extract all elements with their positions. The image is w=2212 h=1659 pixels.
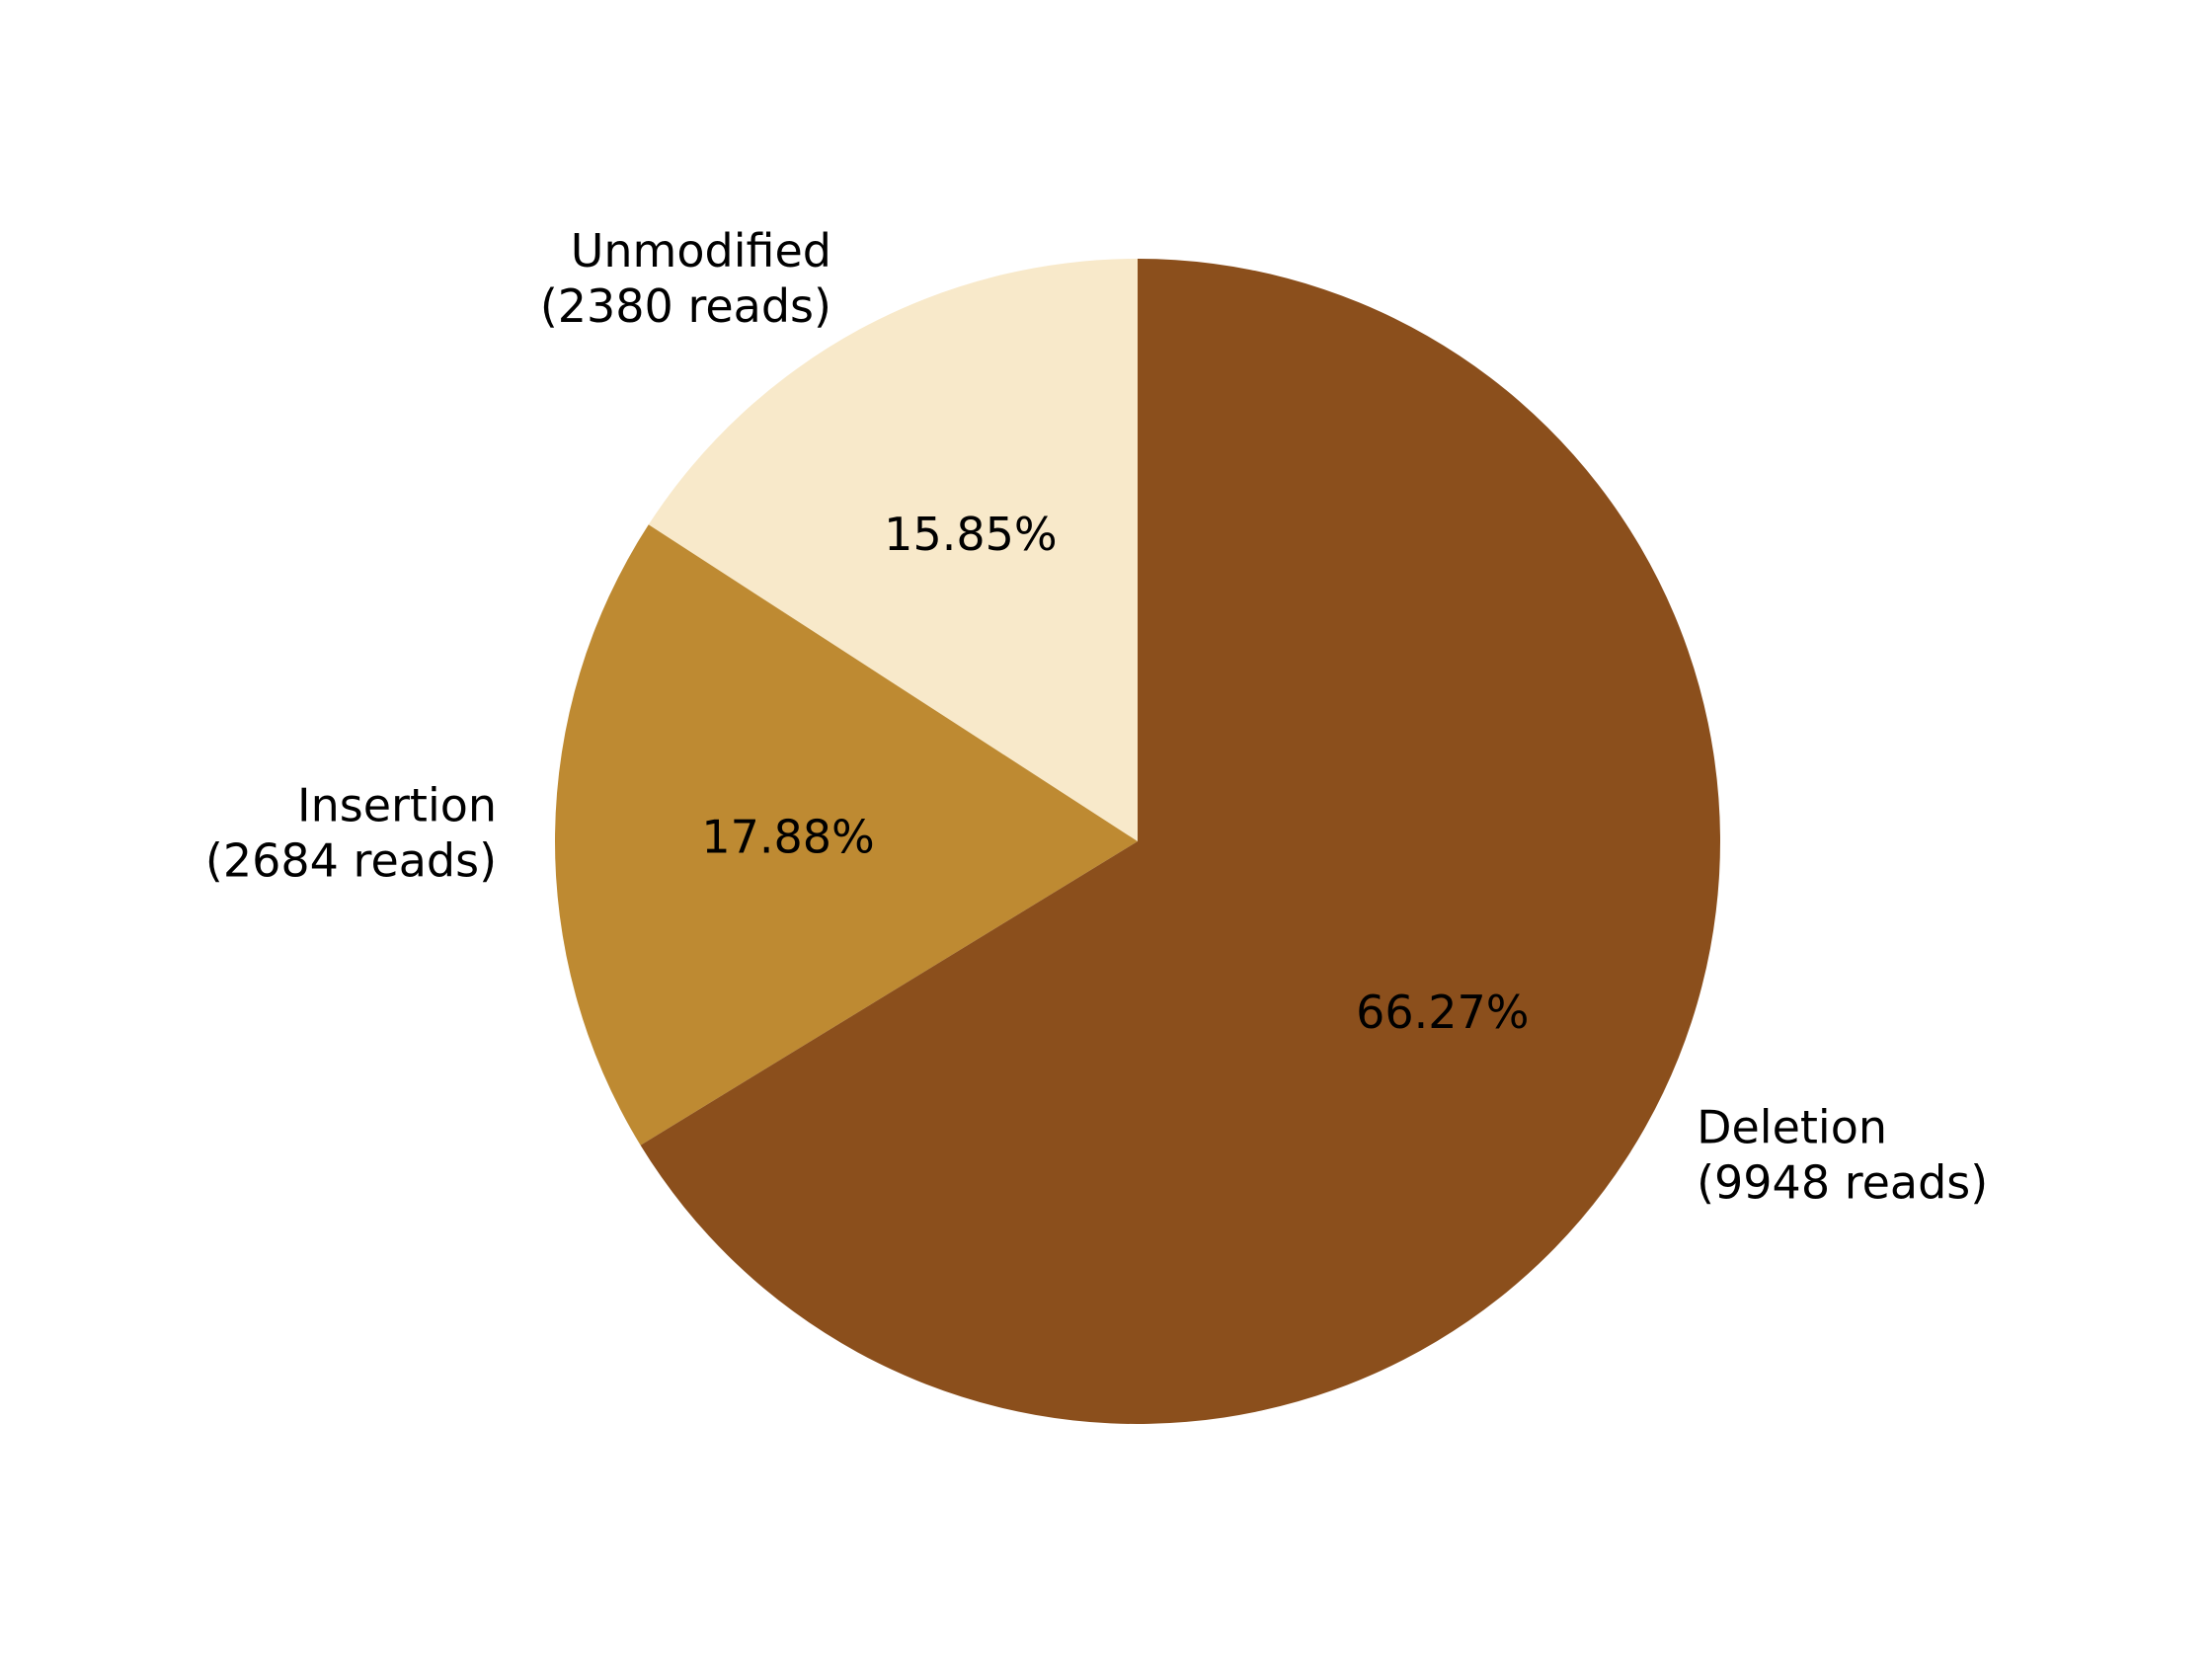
labels-layer: 15.85% Unmodified(2380 reads) 17.88% Insert…	[205, 224, 1988, 1210]
slice-reads-label-unmodified: (2380 reads)	[540, 279, 831, 333]
slice-label-deletion: Deletion	[1697, 1100, 1887, 1153]
slices-layer	[554, 258, 1721, 1424]
slice-reads-label-deletion: (9948 reads)	[1697, 1155, 1988, 1209]
pie-slice-deletion	[640, 258, 1721, 1424]
percent-label-deletion: 66.27%	[1356, 986, 1529, 1039]
pie-slice-unmodified	[648, 259, 1138, 841]
percent-label-insertion: 17.88%	[701, 810, 874, 863]
percent-label-unmodified: 15.85%	[884, 508, 1057, 561]
slice-label-unmodified: Unmodified	[571, 224, 831, 277]
slice-label-insertion: Insertion	[297, 779, 497, 832]
slice-reads-label-insertion: (2684 reads)	[205, 834, 497, 888]
pie-slice-insertion	[554, 524, 1138, 1146]
